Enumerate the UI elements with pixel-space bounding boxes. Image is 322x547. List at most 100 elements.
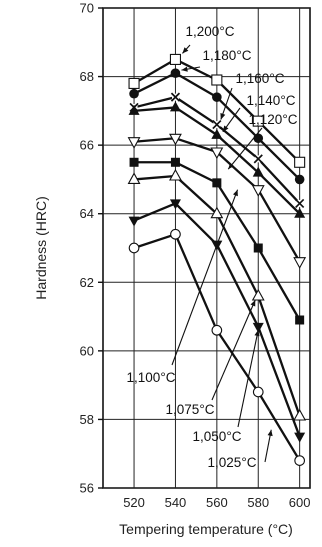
data-point <box>253 154 263 164</box>
leader-line <box>211 299 256 401</box>
series-annotation: 1,025°C <box>208 429 273 470</box>
data-point <box>211 128 223 139</box>
data-point <box>252 115 264 127</box>
series-label: 1,120°C <box>249 112 298 127</box>
data-point <box>128 216 140 227</box>
data-point <box>252 386 264 398</box>
series-annotation: 1,120°C <box>227 112 298 170</box>
series-label: 1,075°C <box>166 402 215 417</box>
data-point <box>210 206 224 219</box>
data-point <box>169 101 181 112</box>
x-axis-label: Tempering temperature (°C) <box>119 521 293 537</box>
x-tick-label: 540 <box>165 495 187 510</box>
data-point <box>212 119 222 130</box>
data-point <box>211 74 223 86</box>
arrowhead <box>181 66 188 72</box>
data-point <box>295 198 305 209</box>
series-3 <box>128 101 306 218</box>
data-point <box>295 315 305 325</box>
arrowhead <box>220 113 226 120</box>
series-label: 1,140°C <box>247 93 296 108</box>
series-annotation: 1,200°C <box>182 24 235 54</box>
data-point <box>212 178 222 188</box>
series-label: 1,100°C <box>127 370 176 385</box>
data-point <box>294 455 306 466</box>
y-tick-label: 56 <box>80 481 94 496</box>
data-point <box>170 157 180 167</box>
arrowhead <box>222 125 229 132</box>
leader-line <box>227 127 263 170</box>
x-tick-label: 520 <box>123 495 145 510</box>
y-tick-label: 70 <box>80 1 94 16</box>
series-5 <box>129 157 305 325</box>
arrowhead <box>250 300 256 307</box>
arrowhead <box>267 429 273 437</box>
y-tick-label: 68 <box>80 69 94 84</box>
data-point <box>129 88 139 99</box>
series-0 <box>128 53 306 168</box>
data-point <box>252 322 264 333</box>
series-1 <box>129 68 305 185</box>
series-label: 1,200°C <box>186 24 235 39</box>
y-tick-label: 64 <box>80 206 94 221</box>
data-point <box>251 185 265 197</box>
y-tick-label: 58 <box>80 412 94 427</box>
annotations: 1,200°C 1,180°C 1,160°C 1,140°C 1,120°C 1,100… <box>127 24 298 470</box>
series-label: 1,160°C <box>236 71 285 86</box>
arrowhead <box>182 47 189 54</box>
series-annotation: 1,075°C <box>166 299 256 417</box>
y-tick-label: 62 <box>80 275 94 290</box>
series-label: 1,025°C <box>208 455 257 470</box>
data-point <box>169 199 181 210</box>
data-point <box>169 133 182 146</box>
x-tick-label: 600 <box>289 495 311 510</box>
data-point <box>210 147 224 160</box>
series-annotation: 1,140°C <box>222 93 296 133</box>
data-point <box>129 157 139 167</box>
x-tick-label: 580 <box>247 495 269 510</box>
data-point <box>127 137 141 149</box>
data-point <box>169 168 182 181</box>
tick-labels: 520 540 560 580 600 56 58 60 62 64 66 68 70 <box>80 1 311 511</box>
data-point <box>293 257 307 269</box>
data-point <box>127 172 141 184</box>
data-point <box>293 408 307 421</box>
series-annotation: 1,160°C <box>220 71 285 120</box>
data-point <box>294 207 306 218</box>
series-label: 1,180°C <box>203 48 252 63</box>
series-6 <box>127 168 307 421</box>
x-tick-label: 560 <box>206 495 228 510</box>
data-point <box>170 68 181 78</box>
data-point <box>128 77 140 89</box>
series-4 <box>127 133 307 269</box>
data-point <box>128 242 140 254</box>
series-8 <box>128 228 306 466</box>
data-point <box>251 288 265 301</box>
y-tick-label: 66 <box>80 138 94 153</box>
data-point <box>211 324 223 336</box>
data-point <box>169 53 181 65</box>
data-point <box>170 228 181 240</box>
series-annotation: 1,180°C <box>181 48 252 72</box>
leader-line <box>237 329 259 428</box>
arrowhead <box>228 162 235 170</box>
series-label: 1,050°C <box>193 429 242 444</box>
series-annotation: 1,050°C <box>193 329 260 444</box>
y-tick-label: 60 <box>80 343 94 358</box>
data-point <box>294 156 306 168</box>
data-point <box>252 166 264 177</box>
series-layer <box>127 53 307 466</box>
series-annotation: 1,100°C <box>127 189 239 385</box>
data-point <box>128 104 140 115</box>
data-point <box>253 133 264 144</box>
leader-line <box>171 189 239 366</box>
data-point <box>212 92 222 102</box>
y-axis-label: Hardness (HRC) <box>33 196 49 299</box>
data-point <box>170 92 181 102</box>
data-point <box>294 174 305 185</box>
arrowhead <box>233 189 238 197</box>
data-point <box>253 243 263 253</box>
grid <box>98 7 310 489</box>
data-point <box>294 432 306 443</box>
